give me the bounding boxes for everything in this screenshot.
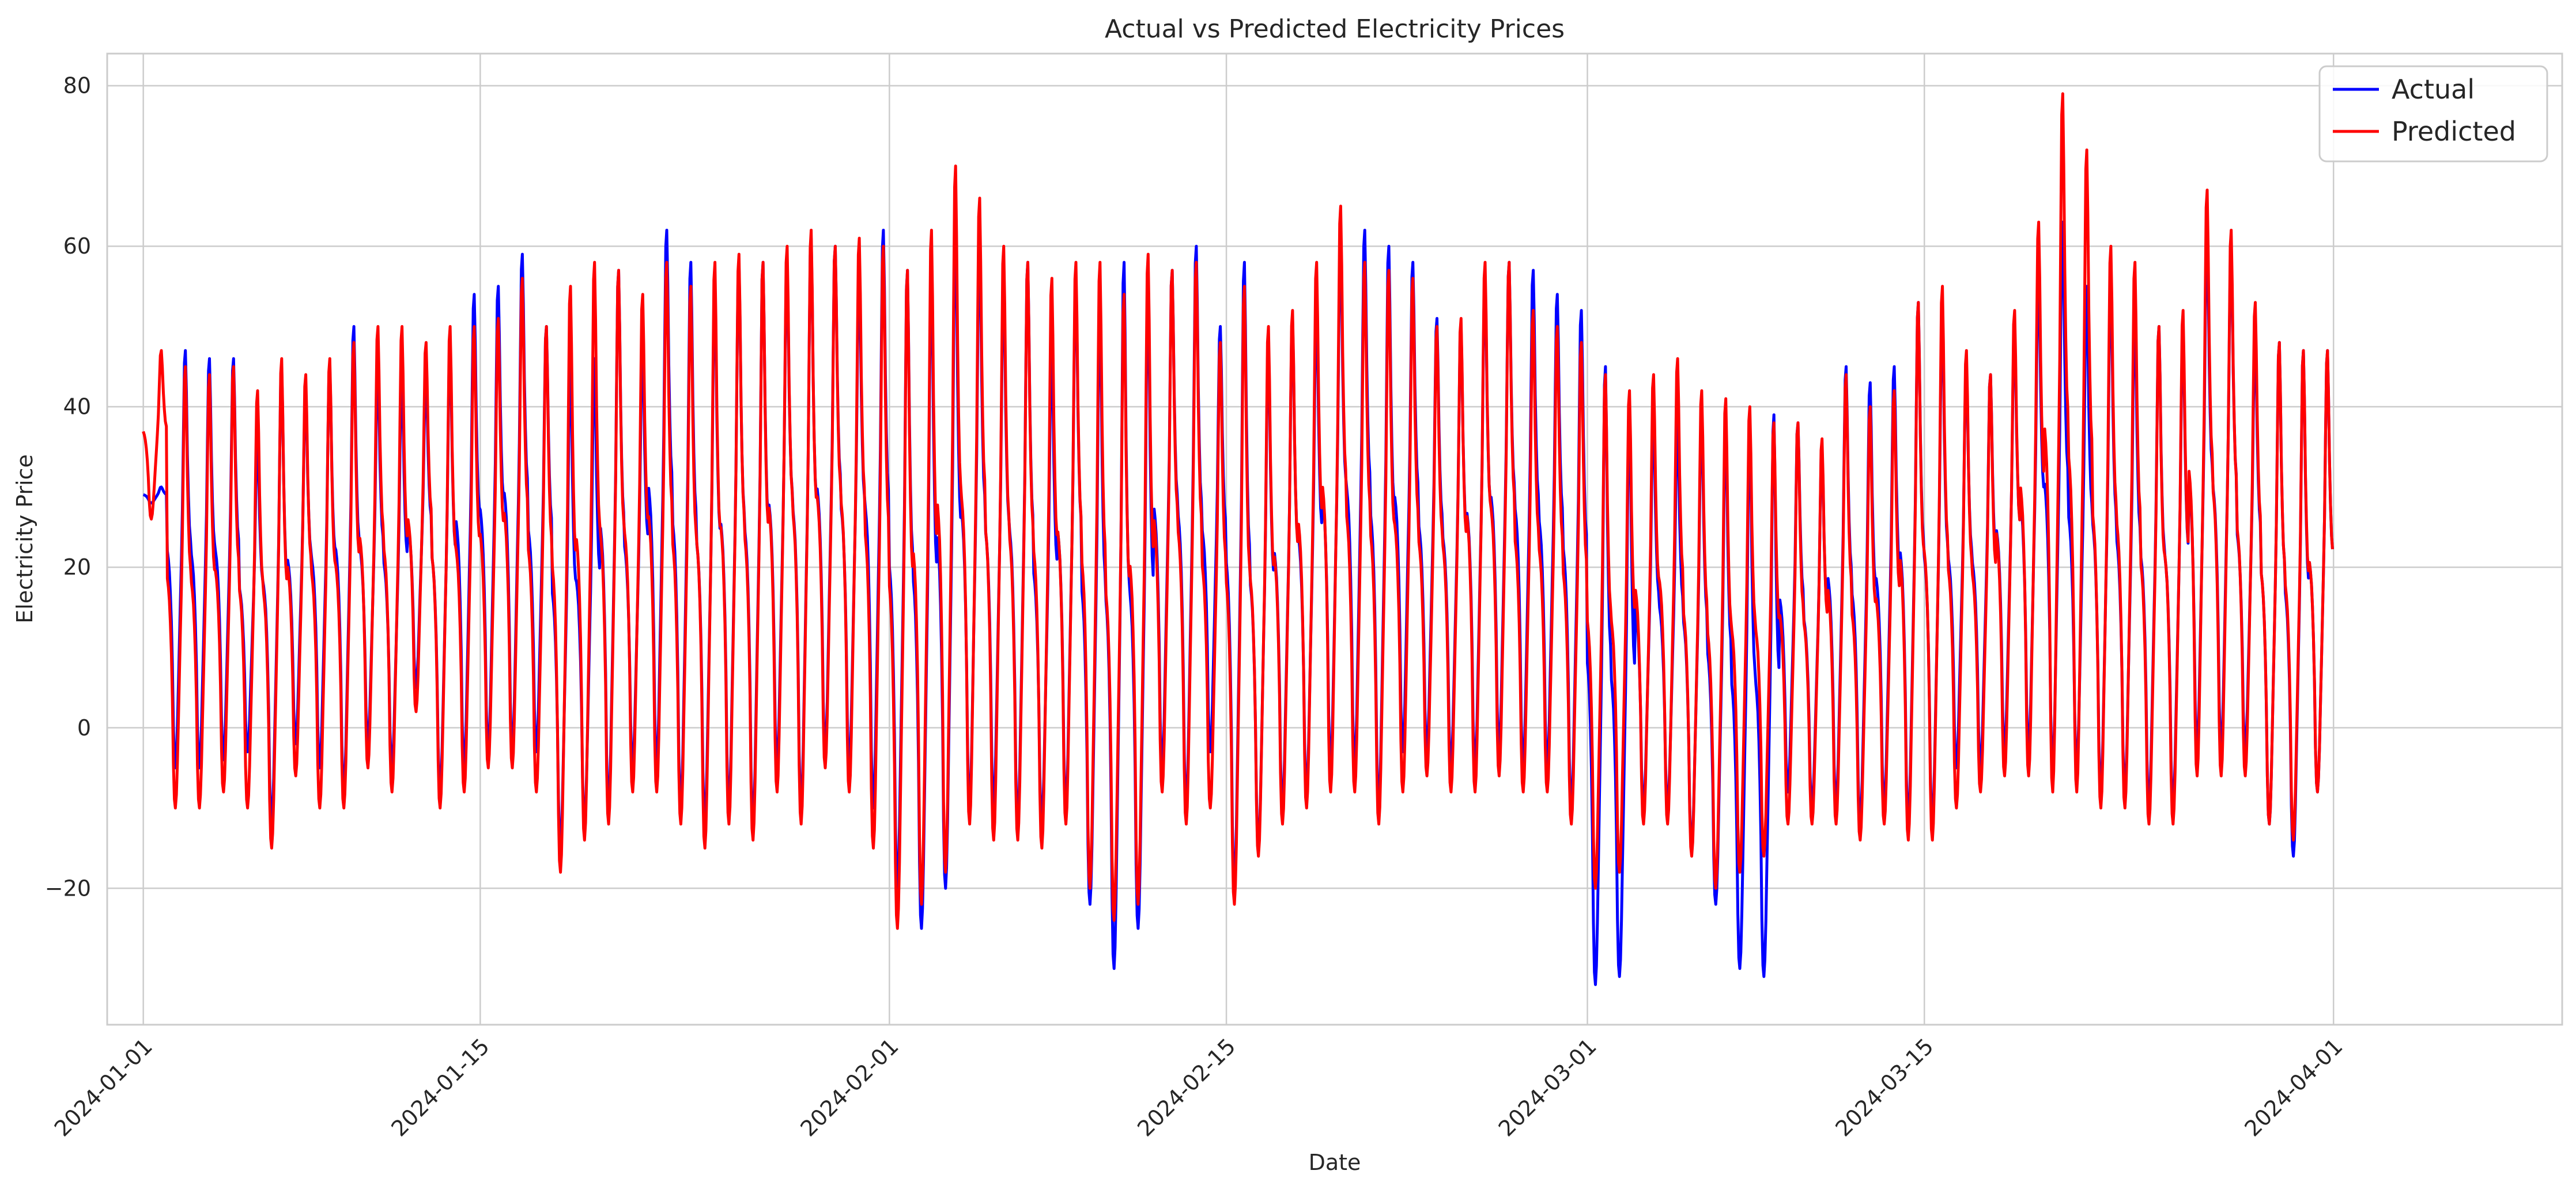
x-tick-label: 2024-02-15 [1132,1033,1240,1141]
x-tick-label: 2024-01-01 [50,1033,157,1141]
y-tick-label: 60 [63,233,91,259]
x-tick-label: 2024-04-01 [2239,1033,2347,1141]
legend: Actual Predicted [2318,65,2548,163]
x-axis-ticks: 2024-01-01 2024-01-15 2024-02-01 2024-02-15… [50,1033,2348,1141]
x-tick-label: 2024-02-01 [795,1033,903,1141]
y-axis-label: Electricity Price [12,454,37,624]
predicted-series-line [142,92,2334,930]
legend-predicted-label: Predicted [2392,116,2516,147]
y-axis-ticks: −20 0 20 40 60 80 [45,73,91,901]
x-tick-label: 2024-03-01 [1494,1033,1601,1141]
y-tick-label: 0 [77,715,91,741]
series-lines [142,92,2334,986]
chart-title: Actual vs Predicted Electricity Prices [1105,14,1565,44]
y-tick-label: 20 [63,554,91,580]
y-tick-label: 40 [63,394,91,420]
x-tick-label: 2024-01-15 [386,1033,494,1141]
y-tick-label: 80 [63,73,91,99]
x-tick-label: 2024-03-15 [1830,1033,1938,1141]
y-tick-label: −20 [45,875,91,901]
x-axis-label: Date [1309,1150,1361,1175]
legend-actual-label: Actual [2392,74,2475,105]
